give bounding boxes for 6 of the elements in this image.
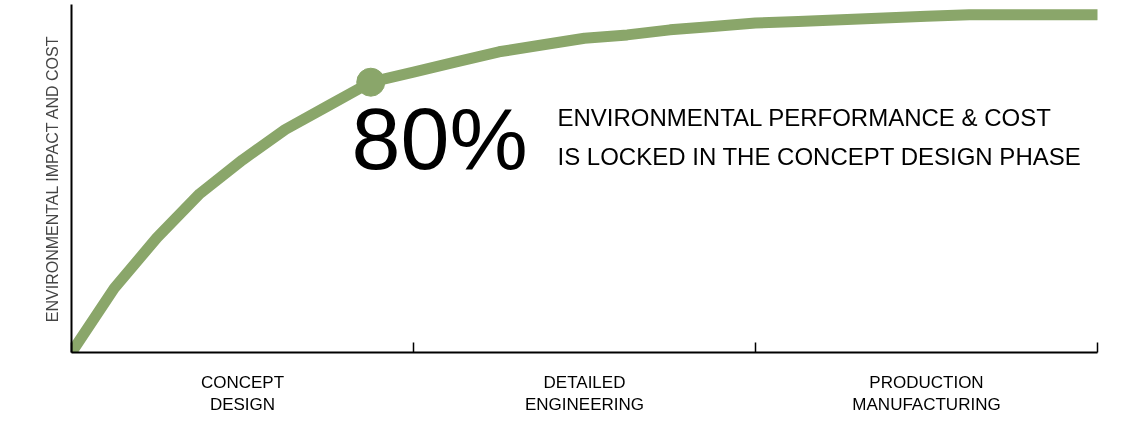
annotation: 80%	[351, 88, 528, 188]
y-axis-title: ENVIRONMENTAL IMPACT AND COST	[43, 36, 61, 323]
x-tick-label: CONCEPT DESIGN	[200, 372, 285, 415]
x-tick-label: PRODUCTION MANUFACTURING	[852, 372, 1001, 415]
x-tick-label: DETAILED ENGINEERING	[524, 372, 645, 415]
annotation: ENVIRONMENTAL PERFORMANCE & COST IS LOCKED IN THE CONCEPT DESIGN PHASE	[557, 104, 1081, 171]
